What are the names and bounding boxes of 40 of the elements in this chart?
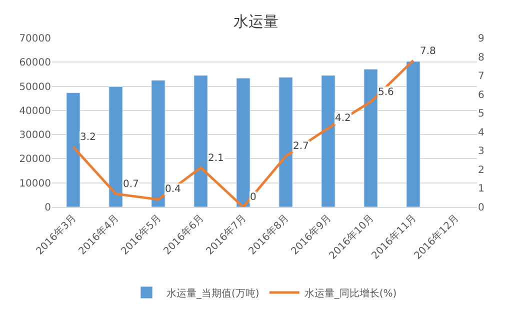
y-tick-label: 50000	[19, 82, 51, 93]
y2-tick-label: 7	[478, 71, 484, 82]
y2-tick-label: 6	[478, 90, 484, 101]
y2-tick-label: 0	[478, 202, 484, 214]
legend-label: 水运量_当期值(万吨)	[166, 287, 260, 300]
data-label: 0.7	[123, 179, 139, 190]
line-series	[72, 59, 414, 207]
data-label: 4.2	[335, 113, 351, 124]
y-tick-label: 70000	[19, 34, 51, 44]
bar	[364, 68, 378, 207]
legend-label: 水运量_同比增长(%)	[304, 287, 397, 300]
y2-tick-label: 4	[478, 127, 484, 138]
y2-tick-label: 9	[478, 34, 484, 44]
data-label: 5.6	[378, 87, 394, 98]
bar	[406, 61, 420, 207]
chart-title: 水运量	[234, 12, 278, 30]
y-tick-label: 60000	[19, 58, 51, 69]
y-tick-label: 30000	[19, 130, 51, 142]
data-label: 2.7	[293, 141, 309, 152]
y-tick-label: 20000	[19, 154, 51, 166]
y2-tick-label: 2	[478, 164, 484, 176]
y2-tick-label: 3	[478, 146, 484, 158]
y-tick-label: 10000	[19, 178, 51, 190]
y-tick-label: 0	[44, 202, 51, 214]
bar	[108, 86, 123, 207]
bar	[66, 92, 80, 207]
bar	[278, 77, 293, 207]
bar	[236, 78, 250, 207]
data-label: 3.2	[80, 132, 96, 143]
y2-tick-label: 5	[478, 108, 484, 120]
data-label: 0	[250, 192, 256, 203]
data-label: 2.1	[208, 153, 224, 164]
y-tick-label: 40000	[19, 106, 51, 117]
data-label: 0.4	[165, 184, 181, 195]
y2-tick-label: 1	[478, 184, 484, 195]
bar	[151, 80, 166, 207]
bar	[321, 75, 336, 207]
bar	[194, 75, 208, 207]
data-label: 7.8	[420, 46, 436, 57]
y2-tick-label: 8	[478, 52, 484, 64]
